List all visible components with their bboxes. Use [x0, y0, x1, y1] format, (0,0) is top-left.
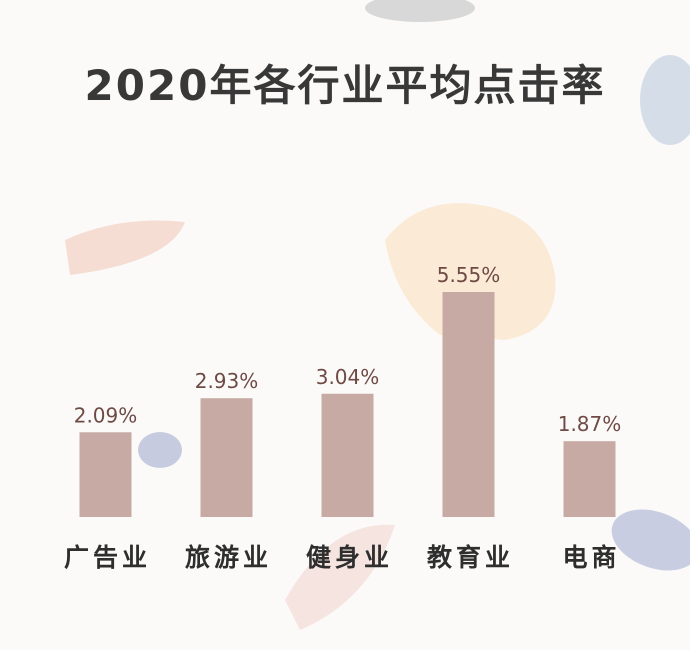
value-label: 2.09%	[74, 403, 138, 427]
x-tick-label: 电商	[562, 543, 620, 572]
x-tick-label: 健身业	[306, 543, 393, 572]
bar	[79, 432, 132, 517]
chart-title: 2020年各行业平均点击率	[85, 61, 606, 110]
x-tick-label: 教育业	[427, 543, 514, 572]
value-label: 2.93%	[195, 369, 259, 393]
value-label: 1.87%	[558, 412, 622, 436]
x-tick-label: 旅游业	[185, 543, 272, 572]
value-label: 3.04%	[316, 365, 380, 389]
bar	[442, 292, 495, 517]
x-tick-label: 广告业	[64, 543, 151, 572]
bar	[200, 398, 253, 517]
bar	[321, 393, 374, 517]
value-label: 5.55%	[437, 263, 501, 287]
decoration	[65, 0, 690, 630]
bar	[563, 441, 616, 517]
